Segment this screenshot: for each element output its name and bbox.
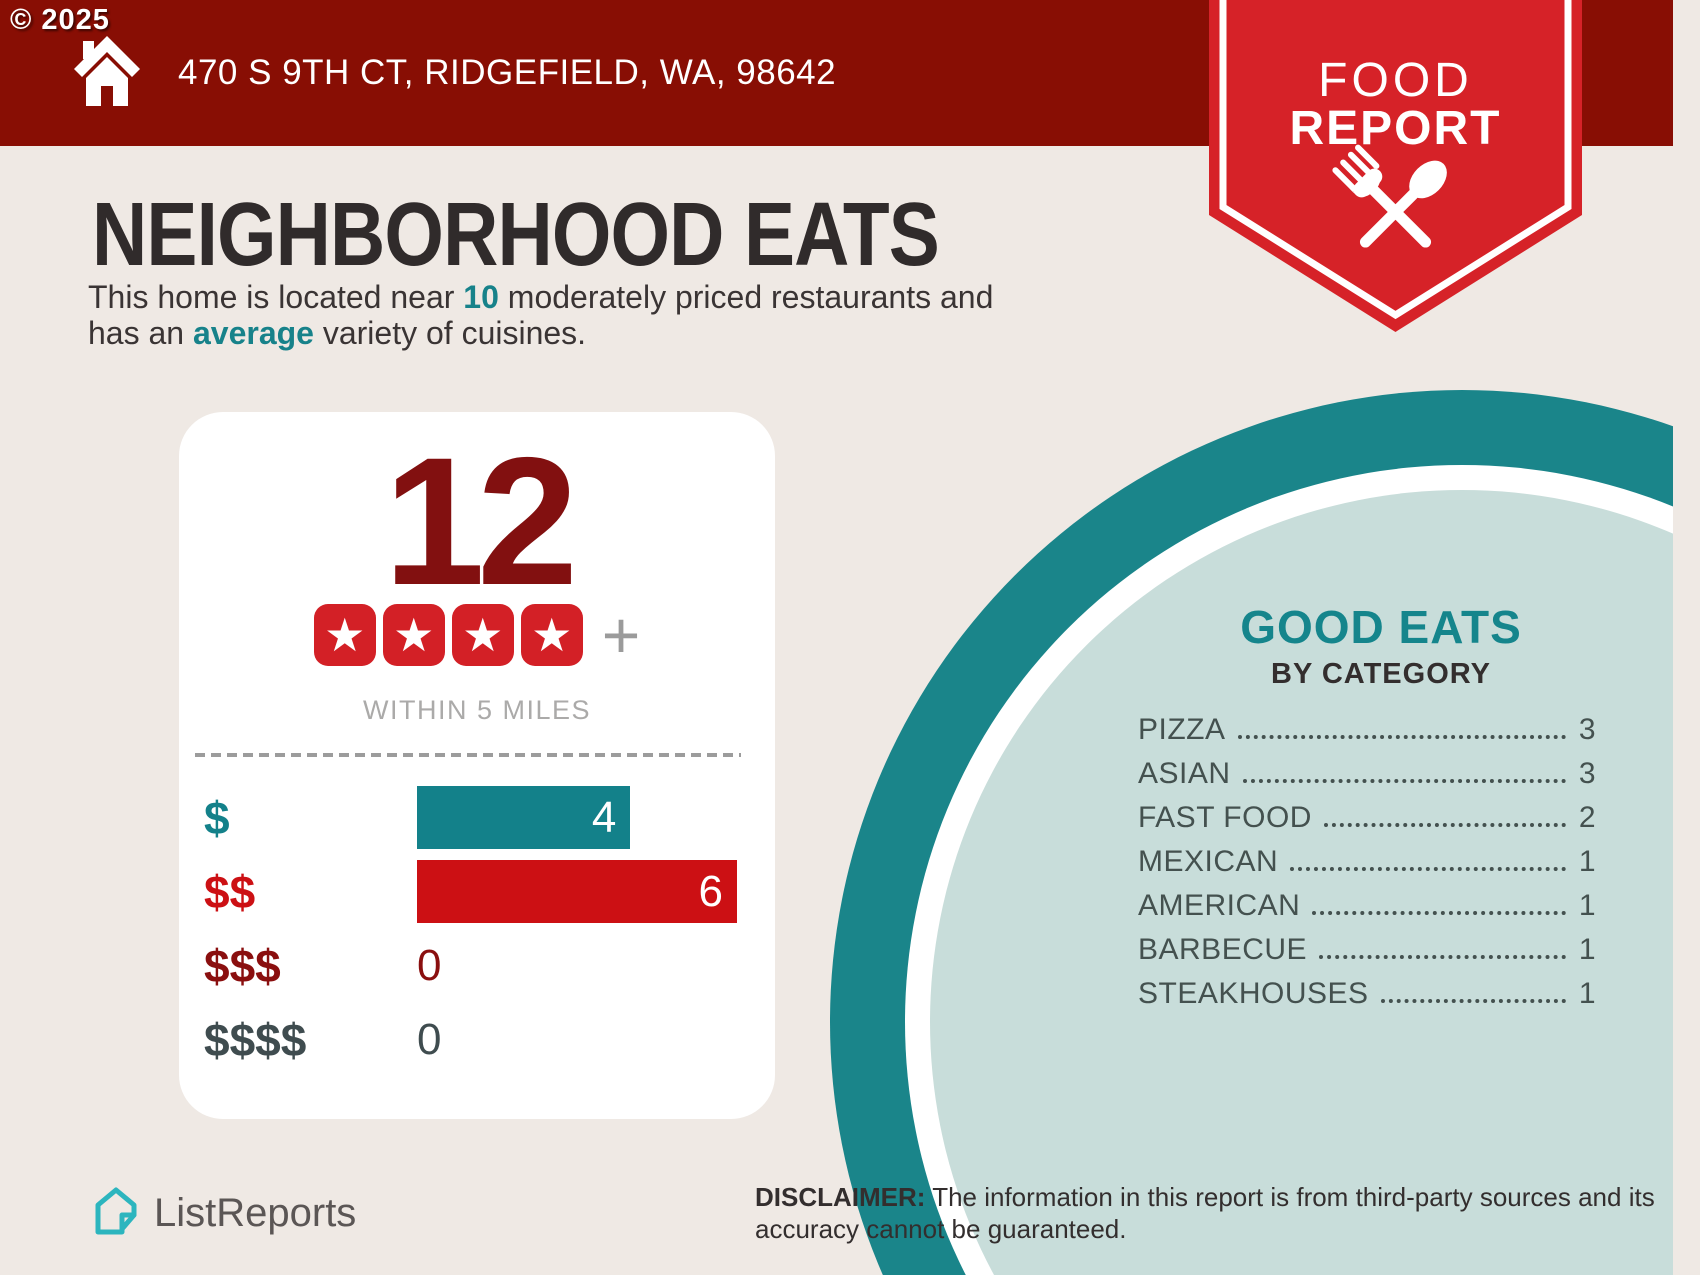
category-count: 2: [1578, 801, 1596, 834]
category-row: PIZZA 3: [1138, 715, 1596, 745]
plus-sign: +: [601, 598, 641, 672]
category-count: 1: [1578, 933, 1596, 966]
category-row: AMERICAN 1: [1138, 891, 1596, 921]
category-row: MEXICAN 1: [1138, 847, 1596, 877]
category-label: ASIAN: [1138, 757, 1231, 790]
category-label: FAST FOOD: [1138, 801, 1312, 834]
bar: 0: [417, 1008, 441, 1071]
dotted-leader: [1323, 823, 1566, 827]
listreports-house-icon: [90, 1184, 142, 1243]
listreports-logo: ListReports: [90, 1184, 356, 1243]
category-count: 3: [1578, 757, 1596, 790]
bar: 6: [417, 860, 737, 923]
disclaimer-label: DISCLAIMER:: [755, 1182, 926, 1212]
price-tier-row: $$ 6: [179, 860, 775, 923]
category-label: AMERICAN: [1138, 889, 1301, 922]
ribbon-line2: REPORT: [1289, 102, 1501, 155]
disclaimer: DISCLAIMER: The information in this repo…: [755, 1182, 1655, 1244]
restaurant-count-highlight: 10: [463, 279, 499, 315]
intro-line1: This home is located near 10 moderately …: [88, 279, 994, 315]
dotted-leader: [1319, 955, 1566, 959]
bar-track: 0: [417, 1008, 775, 1071]
property-address: 470 S 9TH CT, RIDGEFIELD, WA, 98642: [178, 53, 837, 92]
good-eats-panel: GOOD EATS BY CATEGORY PIZZA 3 ASIAN 3 FAST…: [1138, 603, 1596, 1023]
bar: 0: [417, 934, 441, 997]
price-tier-label: $$$$: [204, 1013, 307, 1066]
food-report-ribbon: FOOD REPORT: [1209, 0, 1582, 341]
intro-line2: has an average variety of cuisines.: [88, 315, 587, 351]
star-icon: ★: [382, 604, 445, 666]
price-tier-label: $$$: [204, 939, 281, 992]
price-tier-row: $ 4: [179, 786, 775, 849]
dotted-leader: [1237, 735, 1566, 739]
ribbon-line1: FOOD: [1318, 54, 1473, 107]
variety-highlight: average: [192, 315, 314, 351]
dotted-leader: [1242, 779, 1566, 783]
category-count: 1: [1578, 977, 1596, 1010]
star-icon: ★: [520, 604, 583, 666]
listreports-wordmark: ListReports: [154, 1191, 357, 1235]
bar: 4: [417, 786, 631, 849]
bar-value: 6: [698, 866, 723, 916]
category-list: PIZZA 3 ASIAN 3 FAST FOOD 2 MEXICAN 1 AMERIC…: [1138, 715, 1596, 1009]
copyright-watermark: © 2025: [10, 4, 110, 36]
category-row: ASIAN 3: [1138, 759, 1596, 789]
page-title: NEIGHBORHOOD EATS: [92, 185, 940, 285]
category-count: 1: [1578, 889, 1596, 922]
radius-note: WITHIN 5 MILES: [362, 695, 592, 725]
bar-value: 0: [417, 1014, 442, 1064]
category-count: 3: [1578, 713, 1596, 746]
category-label: BARBECUE: [1138, 933, 1308, 966]
price-tier-label: $: [204, 791, 230, 844]
price-tier-row: $$$ 0: [179, 934, 775, 997]
price-tier-chart: $ 4 $$ 6 $$$ 0: [179, 786, 775, 1082]
category-row: BARBECUE 1: [1138, 935, 1596, 965]
dotted-leader: [1290, 867, 1566, 871]
star-icon: ★: [313, 604, 376, 666]
dotted-leader: [1380, 999, 1566, 1003]
bar-value: 0: [417, 940, 442, 990]
spoon-fork-icon: [1332, 144, 1447, 248]
dashed-divider: [195, 753, 741, 757]
price-tier-row: $$$$ 0: [179, 1008, 775, 1071]
bar-track: 6: [417, 860, 775, 923]
bar-value: 4: [591, 792, 617, 842]
dotted-leader: [1312, 911, 1566, 915]
category-label: MEXICAN: [1138, 845, 1279, 878]
price-tier-label: $$: [204, 865, 256, 918]
intro-text: This home is located near 10 moderately …: [88, 279, 993, 351]
restaurant-summary-card: 12 ★ ★ ★ ★ + WITHIN 5 MILES $ 4 $$ 6: [179, 412, 775, 1119]
category-label: STEAKHOUSES: [1138, 977, 1369, 1010]
star-rating: ★ ★ ★ ★ +: [179, 598, 775, 672]
category-label: PIZZA: [1138, 713, 1226, 746]
bar-track: 4: [417, 786, 775, 849]
restaurant-count: 12: [383, 419, 578, 623]
star-icon: ★: [451, 604, 514, 666]
category-row: STEAKHOUSES 1: [1138, 979, 1596, 1009]
category-count: 1: [1578, 845, 1596, 878]
home-icon: [74, 36, 140, 111]
good-eats-subtitle: BY CATEGORY: [1271, 658, 1491, 690]
category-row: FAST FOOD 2: [1138, 803, 1596, 833]
good-eats-title: GOOD EATS: [1240, 601, 1522, 653]
bar-track: 0: [417, 934, 775, 997]
